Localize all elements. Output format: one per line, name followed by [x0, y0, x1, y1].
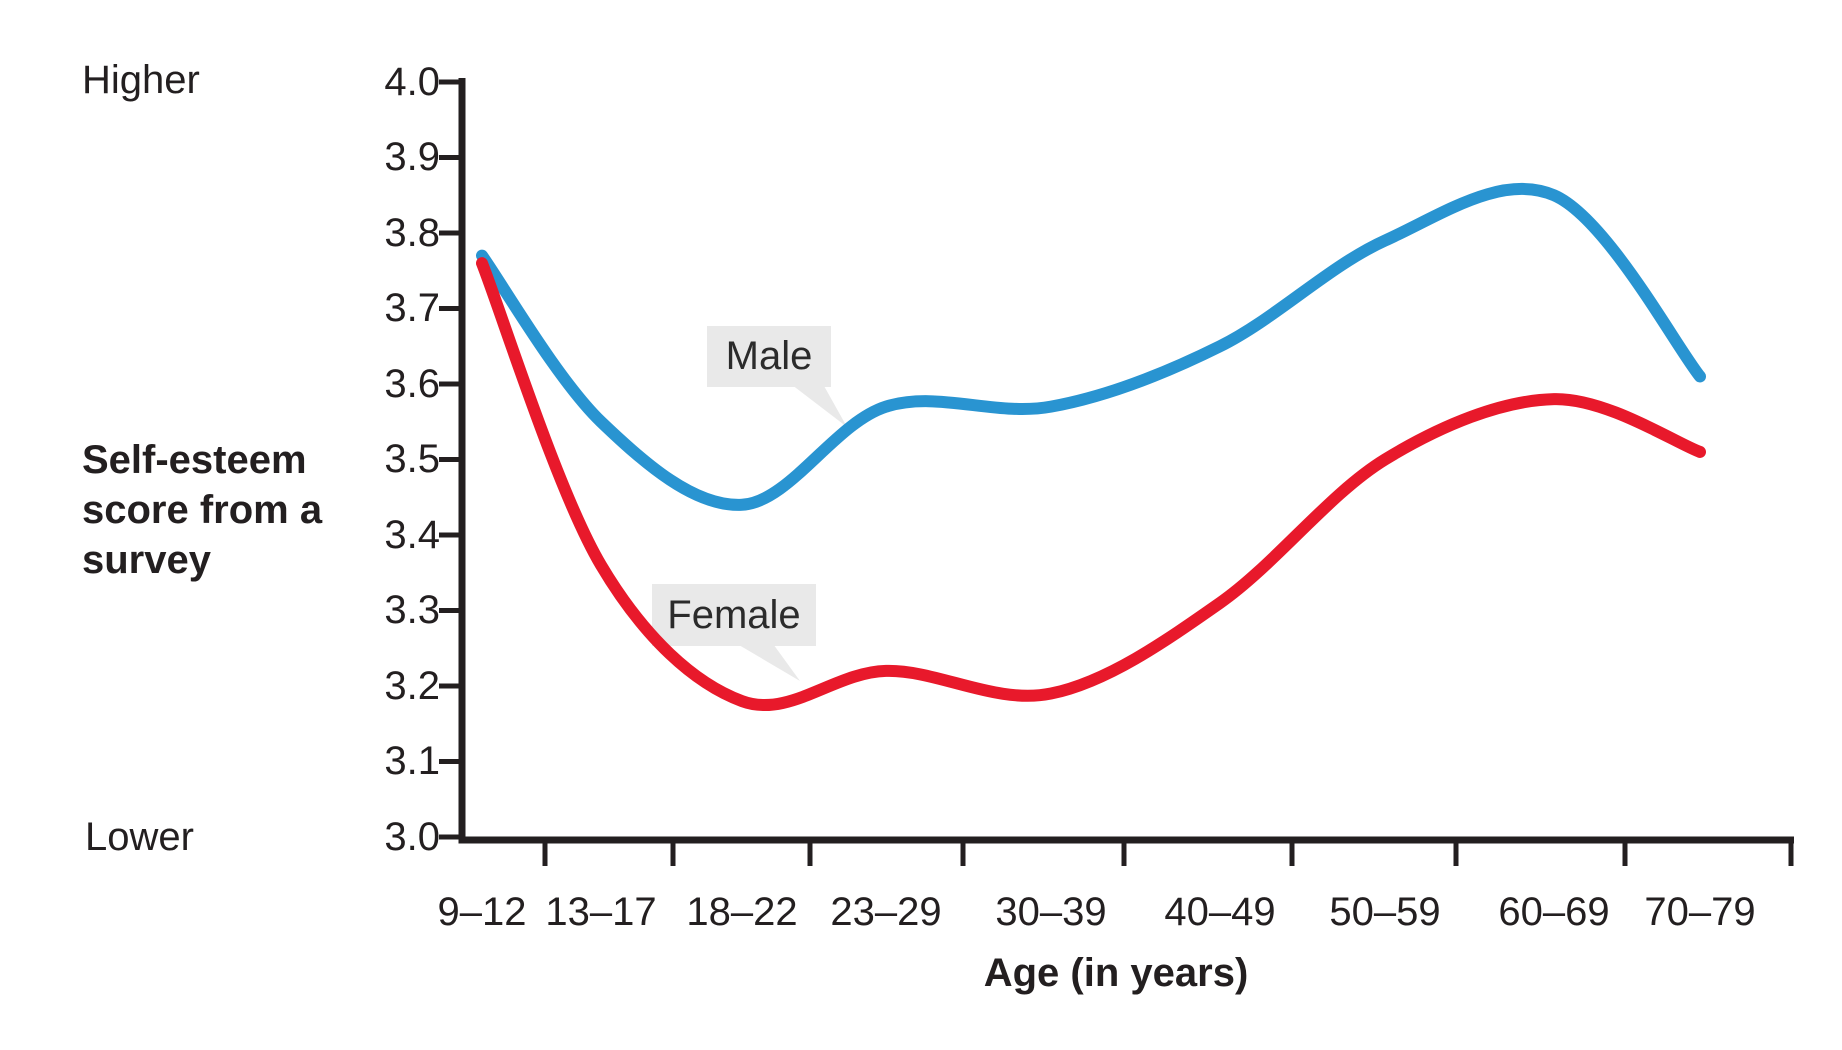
y-tick-label-3-0: 3.0 — [384, 815, 440, 859]
y-tick-label-3-8: 3.8 — [384, 211, 440, 255]
y-tick-label-3-3: 3.3 — [384, 588, 440, 632]
higher-label: Higher — [82, 58, 200, 102]
x-tick-label-9-12: 9–12 — [437, 890, 527, 934]
y-axis-title-line-3: survey — [82, 538, 211, 582]
male-annotation-bubble: Male — [707, 326, 831, 387]
lower-label: Lower — [85, 815, 194, 859]
y-axis-title-line-2: score from a — [82, 488, 323, 532]
y-tick-label-3-7: 3.7 — [384, 286, 440, 330]
y-tick-label-3-6: 3.6 — [384, 362, 440, 406]
y-tick-label-3-5: 3.5 — [384, 437, 440, 481]
x-tick-label-23-29: 23–29 — [830, 890, 942, 934]
female-annotation-label: Female — [667, 592, 801, 637]
tick-marks — [439, 79, 1794, 866]
x-tick-label-18-22: 18–22 — [686, 890, 798, 934]
x-tick-label-30-39: 30–39 — [995, 890, 1107, 934]
x-tick-label-60-69: 60–69 — [1498, 890, 1610, 934]
y-tick-label-3-2: 3.2 — [384, 664, 440, 708]
x-tick-label-50-59: 50–59 — [1329, 890, 1441, 934]
y-tick-label-3-1: 3.1 — [384, 739, 440, 783]
female-annotation-bubble: Female — [652, 584, 816, 646]
y-tick-label-4-0: 4.0 — [384, 60, 440, 104]
x-tick-label-40-49: 40–49 — [1164, 890, 1276, 934]
y-axis-title-line-1: Self-esteem — [82, 438, 307, 482]
x-axis-title: Age (in years) — [983, 951, 1249, 995]
female-curve — [476, 257, 1706, 712]
axes — [458, 78, 1794, 844]
male-curve — [476, 182, 1706, 511]
y-tick-label-3-4: 3.4 — [384, 513, 440, 557]
y-tick-label-3-9: 3.9 — [384, 135, 440, 179]
x-tick-label-13-17: 13–17 — [545, 890, 657, 934]
x-tick-label-70-79: 70–79 — [1644, 890, 1756, 934]
male-annotation-label: Male — [725, 334, 813, 378]
